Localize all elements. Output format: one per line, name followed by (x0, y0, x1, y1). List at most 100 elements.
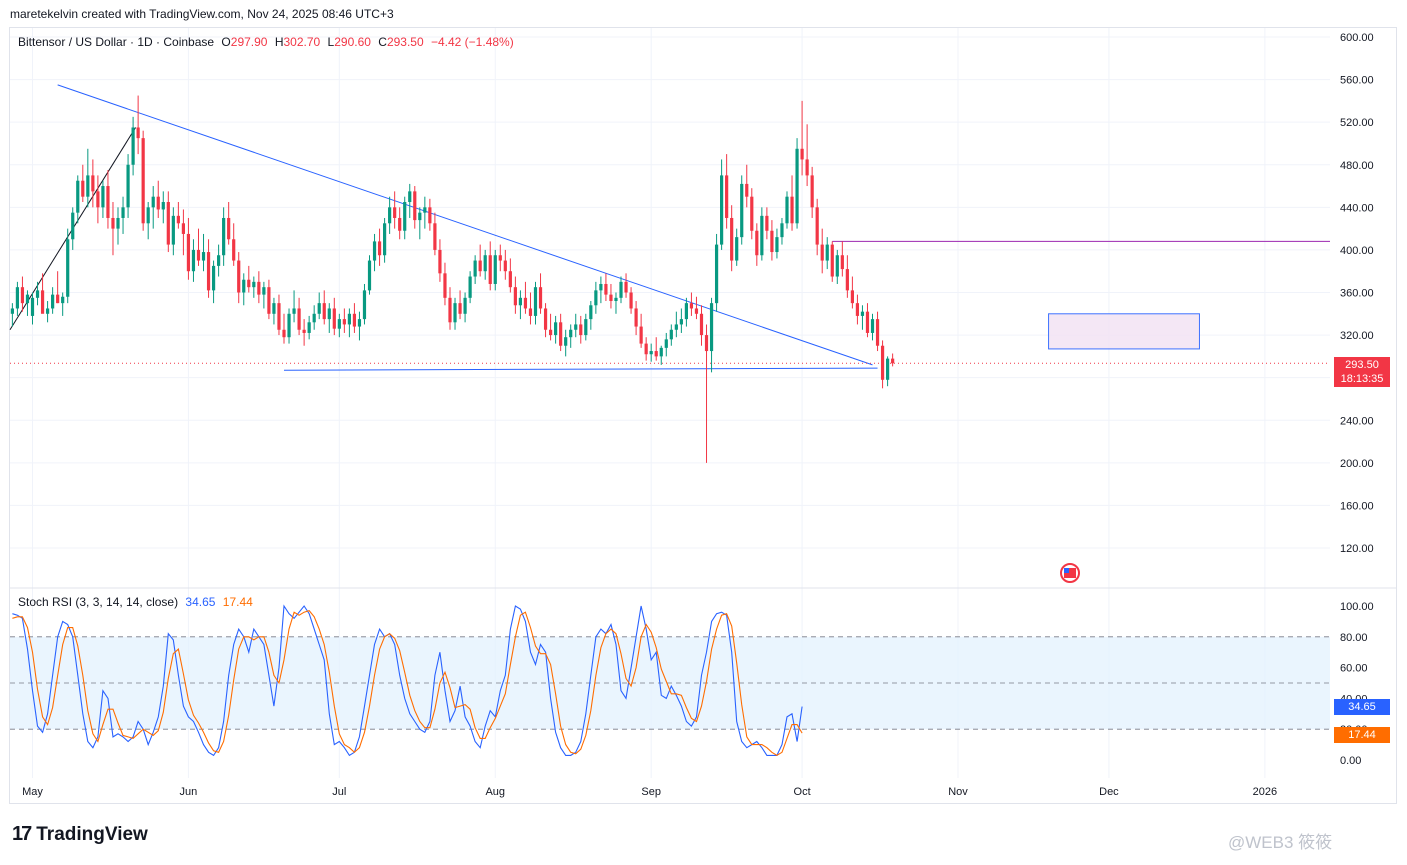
price-axis-label: 400.00 (1340, 245, 1374, 257)
candle-body (403, 202, 407, 231)
candle-body (518, 297, 523, 306)
candle-body (91, 175, 95, 192)
candle-body (247, 279, 251, 288)
candle-body (513, 287, 517, 306)
candle-body (217, 255, 221, 266)
candle-body (830, 244, 834, 277)
candle-body (71, 212, 75, 240)
candle-body (272, 303, 276, 314)
candle-body (689, 303, 694, 309)
open-label: O (221, 35, 231, 49)
candle-body (699, 313, 704, 336)
candle-body (307, 322, 311, 333)
candle-body (267, 287, 271, 314)
candle-body (664, 339, 668, 348)
candle-body (126, 164, 130, 208)
us-flag-body (1064, 568, 1076, 578)
candle-body (171, 215, 175, 245)
candle-body (111, 217, 115, 229)
candle-body (463, 297, 467, 314)
candle-body (694, 308, 699, 314)
candle-body (599, 283, 603, 291)
candle-body (870, 319, 875, 333)
symbol-name: Bittensor / US Dollar · 1D · Coinbase (18, 35, 215, 49)
candle-body (584, 319, 588, 336)
close-label: C (378, 35, 387, 49)
candles (10, 95, 895, 463)
low-value: 290.60 (334, 35, 371, 49)
candle-body (780, 223, 784, 238)
candle-body (186, 233, 191, 272)
candle-body (886, 358, 890, 380)
candle-body (25, 294, 30, 304)
stoch-rsi-k-line (12, 604, 803, 757)
candle-body (151, 196, 155, 208)
candle-body (594, 290, 598, 306)
price-axis-label: 440.00 (1340, 202, 1374, 214)
tradingview-logo-icon: 17 (12, 823, 32, 845)
last-price-value: 293.50 (1345, 359, 1379, 371)
tradingview-logo[interactable]: 17 TradingView (12, 823, 148, 846)
candle-body (131, 127, 135, 165)
candle-body (765, 215, 769, 231)
candle-body (362, 290, 367, 320)
candle-body (860, 311, 865, 316)
candle-body (735, 237, 739, 261)
stoch-rsi-axis-label: 80.00 (1340, 632, 1368, 644)
candle-body (543, 308, 548, 330)
candle-body (287, 313, 291, 338)
candle-body (327, 308, 331, 320)
candle-body (337, 319, 341, 329)
candle-body (332, 308, 336, 329)
candle-body (478, 260, 482, 272)
candle-body (725, 175, 729, 218)
candle-body (206, 252, 211, 291)
candle-body (262, 287, 266, 295)
candle-body (196, 249, 201, 261)
candle-body (347, 313, 351, 325)
price-axis-label: 600.00 (1340, 32, 1374, 44)
price-axis-label: 240.00 (1340, 415, 1374, 427)
candle-body (146, 207, 150, 224)
stoch-rsi-label: Stoch RSI (3, 3, 14, 14, close) (18, 595, 179, 609)
symbol-legend: Bittensor / US Dollar · 1D · Coinbase O2… (18, 35, 514, 49)
candle-body (720, 175, 724, 245)
candle-body (106, 186, 110, 218)
candle-body (820, 244, 824, 261)
candle-body (785, 196, 789, 224)
candle-body (383, 223, 387, 256)
candle-body (855, 303, 860, 316)
candle-body (81, 180, 85, 197)
candle-body (815, 207, 819, 245)
candle-body (533, 287, 538, 316)
candle-body (408, 191, 412, 203)
candle-body (377, 241, 382, 256)
time-axis-label: Jun (180, 786, 198, 798)
candle-body (418, 212, 422, 221)
candle-body (292, 308, 296, 314)
price-axis-label: 560.00 (1340, 75, 1374, 87)
candle-body (538, 287, 543, 309)
candle-body (237, 260, 241, 293)
candle-body (443, 273, 447, 298)
candle-body (649, 351, 653, 355)
candle-body (825, 244, 829, 261)
time-axis-label: Nov (948, 786, 968, 798)
candle-body (45, 308, 50, 314)
candle-body (875, 319, 880, 346)
open-value: 297.90 (230, 35, 268, 49)
candle-body (312, 313, 316, 323)
candle-body (176, 215, 180, 224)
stoch-rsi-d-line (12, 609, 803, 757)
watermark: @WEB3 筱筱 (1228, 833, 1333, 852)
candle-body (342, 319, 346, 325)
candle-body (453, 303, 457, 323)
candle-body (438, 249, 442, 274)
candle-body (684, 303, 688, 320)
candle-body (252, 281, 256, 288)
candle-body (750, 196, 754, 231)
candle-body (398, 217, 402, 231)
support-trendline (283, 367, 878, 371)
candle-body (554, 322, 558, 336)
